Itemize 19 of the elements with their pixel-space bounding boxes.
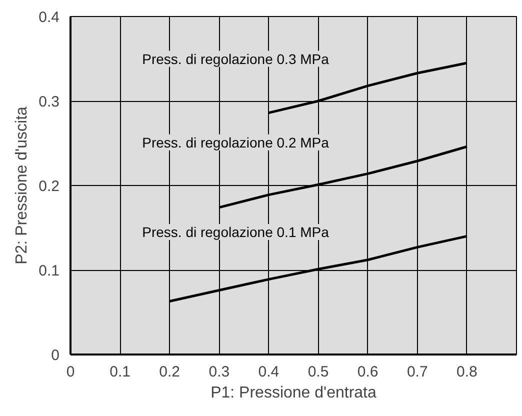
y-tick-label: 0.1 <box>38 262 60 280</box>
x-tick-label: 0.5 <box>308 364 329 380</box>
y-tick-label: 0.4 <box>38 9 60 26</box>
series-label: Press. di regolazione 0.1 MPa <box>142 224 330 240</box>
y-axis-title: P2: Pressione d'uscita <box>14 106 31 264</box>
y-tick-label: 0.2 <box>38 178 60 195</box>
y-tick-label: 0 <box>51 347 60 364</box>
x-tick-label: 0.7 <box>406 364 428 380</box>
x-tick-label: 0.3 <box>208 364 230 380</box>
x-tick-label: 0.1 <box>110 364 130 380</box>
y-tick-label: 0.3 <box>38 94 60 110</box>
x-tick-label: 0.6 <box>357 364 378 380</box>
text: Press. di regolazione 0.2 MPa <box>142 134 330 150</box>
x-tick-label: 0.2 <box>159 364 180 380</box>
text: Press. di regolazione 0.3 MPa <box>142 50 330 67</box>
x-tick-label: 0 <box>66 364 75 380</box>
x-tick-label: 0.4 <box>258 364 280 380</box>
x-tick-label: 0.8 <box>456 364 478 380</box>
x-axis-title: P1: Pressione d'entrata <box>210 384 377 402</box>
